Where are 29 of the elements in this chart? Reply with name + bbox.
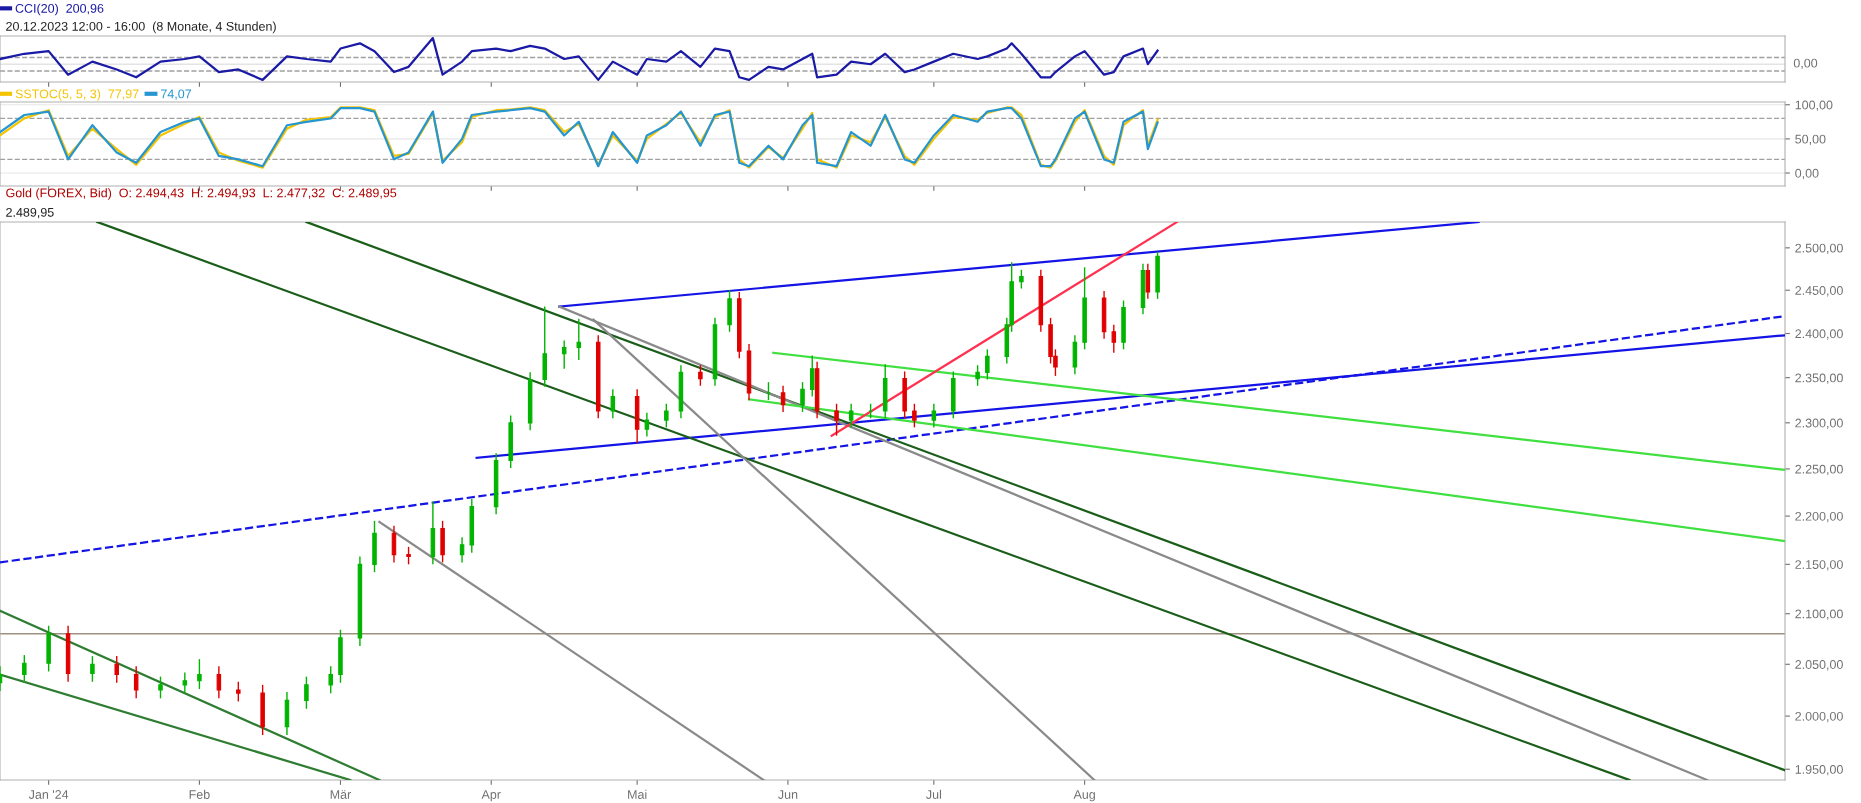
y-tick-label: 2.400,00 [1795, 329, 1843, 340]
legend-label: 74,07 [161, 89, 192, 100]
y-tick-label: 0,00 [1795, 168, 1819, 180]
x-tick-label: Feb [189, 789, 210, 799]
y-tick-label: 2.350,00 [1795, 373, 1843, 384]
y-tick-label: 2.000,00 [1795, 711, 1843, 723]
y-tick-label: 2.150,00 [1795, 560, 1843, 571]
y-tick-label: 2.050,00 [1795, 660, 1843, 671]
legend-label: SSTOC(5, 5, 3) 77,97 [15, 89, 139, 101]
y-tick-label: 2.250,00 [1795, 464, 1843, 476]
text: 2.489,95 [6, 207, 54, 219]
chart-title: Gold (FOREX, Bid) O: 2.494,43 H: 2.494,93 L: 2.477,32 C: 2.489,95 [6, 188, 397, 200]
x-tick-label: Mär [330, 790, 352, 799]
y-tick-label: 2.100,00 [1795, 609, 1843, 620]
y-tick-label: 2.300,00 [1795, 418, 1843, 429]
text: 20.12.2023 12:00 - 16:00 (8 Monate, 4 Stunden) [6, 21, 276, 34]
x-tick-label: Apr [481, 790, 501, 802]
y-tick-label: 50,00 [1795, 134, 1826, 146]
x-tick-label: Jan '24 [28, 790, 69, 799]
y-tick-label: 2.450,00 [1795, 286, 1843, 297]
y-tick-label: 100,00 [1795, 100, 1833, 111]
y-tick-label: 2.500,00 [1795, 243, 1843, 254]
y-tick-label: 2.200,00 [1795, 511, 1843, 523]
x-tick-label: Aug [1073, 790, 1095, 802]
x-tick-label: Mai [628, 789, 647, 799]
y-tick-label: 1.950,00 [1795, 765, 1843, 776]
x-tick-label: Jul [926, 789, 941, 799]
x-tick-label: Jun [778, 790, 798, 799]
legend-label: CCI(20) 200,96 [15, 3, 104, 16]
